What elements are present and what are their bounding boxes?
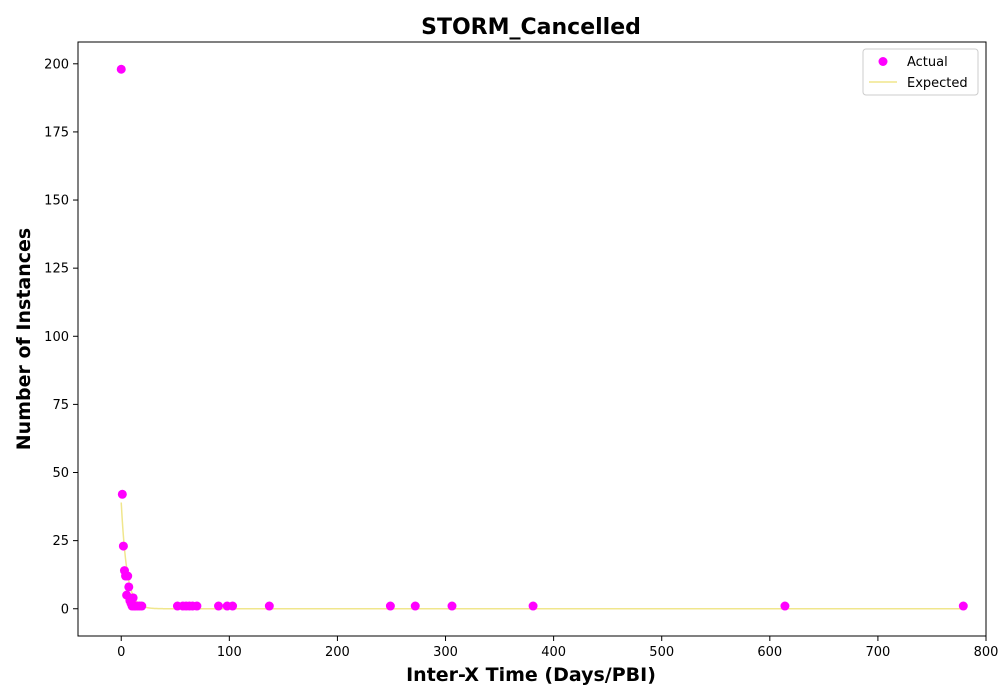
data-point-actual-28 (410, 601, 420, 611)
data-point-actual-7 (124, 582, 134, 592)
data-point-actual-22 (192, 601, 202, 611)
series-expected-line (120, 502, 964, 610)
data-point-actual-29 (447, 601, 457, 611)
x-axis-label: Inter-X Time (Days/PBI) (406, 664, 656, 686)
y-tick-label: 200 (44, 57, 69, 72)
legend-box (862, 48, 979, 96)
y-tick-label: 75 (52, 398, 69, 413)
plot-frame (77, 41, 987, 637)
x-axis: 0 100 200 300 400 500 600 700 800 (117, 636, 998, 660)
y-tick-label: 0 (61, 602, 69, 617)
x-tick-label: 400 (541, 645, 566, 660)
x-tick-label: 300 (433, 645, 458, 660)
data-point-actual-31 (780, 601, 790, 611)
legend-marker-actual (878, 57, 888, 66)
y-tick-label: 50 (52, 466, 69, 481)
x-tick-label: 600 (757, 645, 782, 660)
y-tick-label: 125 (44, 262, 69, 277)
data-point-actual-6 (123, 571, 133, 581)
x-tick-label: 500 (649, 645, 674, 660)
legend: Actual Expected (862, 48, 979, 96)
data-point-actual-11 (128, 593, 138, 603)
chart-title: STORM_Cancelled (421, 15, 641, 40)
y-tick-label: 175 (44, 125, 69, 140)
data-point-actual-0 (116, 64, 126, 74)
data-point-actual-1 (117, 489, 127, 499)
data-point-actual-23 (214, 601, 224, 611)
x-tick-label: 700 (865, 645, 890, 660)
data-point-actual-25 (228, 601, 238, 611)
y-tick-label: 150 (44, 194, 69, 209)
legend-label-expected: Expected (907, 76, 968, 91)
x-tick-label: 0 (117, 645, 125, 660)
y-axis: 0 25 50 75 100 125 150 175 200 (44, 57, 78, 617)
data-point-actual-32 (958, 601, 968, 611)
plot-area (116, 64, 968, 611)
x-tick-label: 200 (325, 645, 350, 660)
x-tick-label: 800 (974, 645, 999, 660)
x-tick-label: 100 (217, 645, 242, 660)
data-point-actual-27 (385, 601, 395, 611)
data-point-actual-16 (137, 601, 147, 611)
y-tick-label: 25 (52, 534, 69, 549)
data-point-actual-30 (528, 601, 538, 611)
y-axis-label: Number of Instances (13, 228, 35, 450)
legend-label-actual: Actual (907, 55, 948, 70)
data-point-actual-2 (118, 541, 128, 551)
y-tick-label: 100 (44, 330, 69, 345)
data-point-actual-26 (264, 601, 274, 611)
